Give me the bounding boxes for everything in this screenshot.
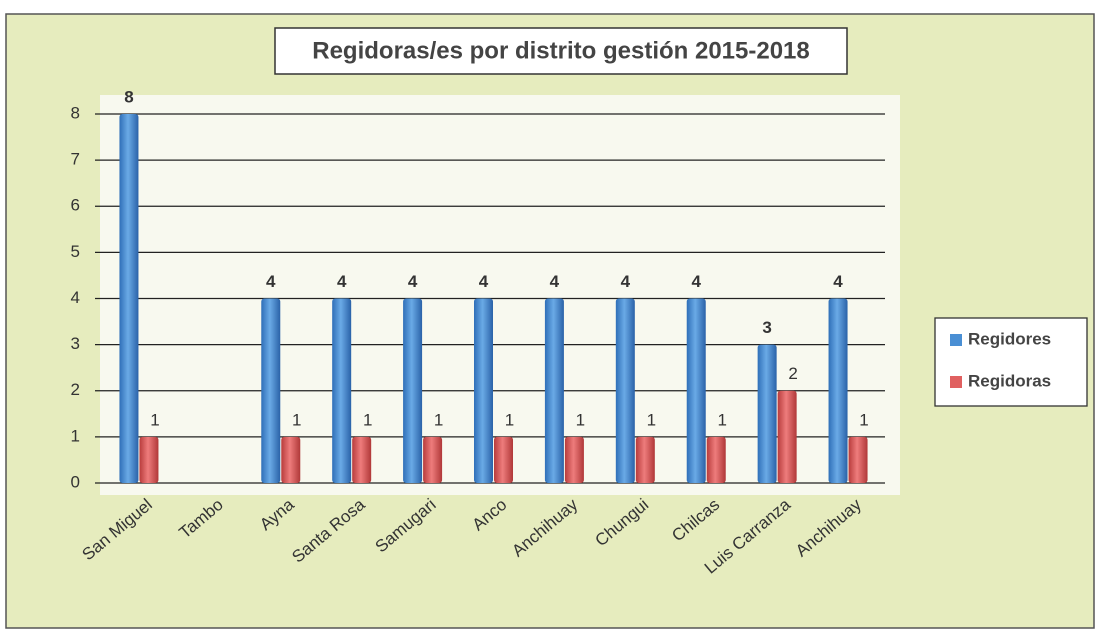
y-tick-label: 8 (71, 103, 80, 122)
legend-swatch (950, 334, 962, 346)
title-box (274, 27, 848, 75)
data-label: 4 (408, 272, 418, 291)
data-label: 4 (621, 272, 631, 291)
data-label: 4 (691, 272, 701, 291)
bar (615, 298, 635, 483)
y-tick-label: 5 (71, 242, 80, 261)
data-label: 1 (505, 410, 514, 429)
data-label: 4 (833, 272, 843, 291)
bar (474, 298, 493, 483)
bar (828, 298, 848, 483)
bar (494, 436, 513, 483)
bar (757, 344, 777, 483)
bar (139, 436, 159, 483)
y-tick-label: 2 (71, 380, 80, 399)
data-label: 1 (576, 410, 585, 429)
data-label: 8 (124, 87, 133, 106)
bar (423, 436, 443, 483)
data-label: 3 (762, 318, 771, 337)
y-tick-label: 1 (71, 426, 80, 445)
data-label: 4 (337, 272, 347, 291)
data-label: 4 (266, 272, 276, 291)
bar (848, 436, 868, 483)
bar (261, 298, 281, 483)
y-tick-label: 7 (71, 150, 80, 169)
data-label: 1 (859, 410, 868, 429)
bar (635, 436, 655, 483)
legend-swatch (950, 376, 962, 388)
chart-title: Regidoras/es por distrito gestión 2015-2… (312, 37, 810, 64)
bar (686, 298, 706, 483)
data-label: 4 (479, 272, 489, 291)
data-label: 1 (434, 410, 443, 429)
bar (281, 436, 301, 483)
data-label: 1 (150, 410, 159, 429)
y-tick-label: 4 (71, 288, 80, 307)
bar (706, 436, 726, 483)
data-label: 1 (292, 410, 301, 429)
data-label: 4 (550, 272, 560, 291)
bar (564, 436, 584, 483)
legend-label: Regidores (968, 329, 1051, 348)
y-tick-label: 3 (71, 334, 80, 353)
data-label: 1 (647, 410, 656, 429)
data-label: 1 (363, 410, 372, 429)
bar (352, 436, 372, 483)
data-label: 1 (717, 410, 726, 429)
bar (119, 114, 139, 483)
y-tick-label: 0 (71, 472, 80, 491)
data-label: 2 (788, 364, 797, 383)
y-tick-label: 6 (71, 196, 80, 215)
bar (777, 390, 797, 483)
legend-label: Regidoras (968, 371, 1051, 390)
bar (544, 298, 564, 483)
legend-box (934, 317, 1088, 407)
bar (403, 298, 423, 483)
bar (332, 298, 352, 483)
